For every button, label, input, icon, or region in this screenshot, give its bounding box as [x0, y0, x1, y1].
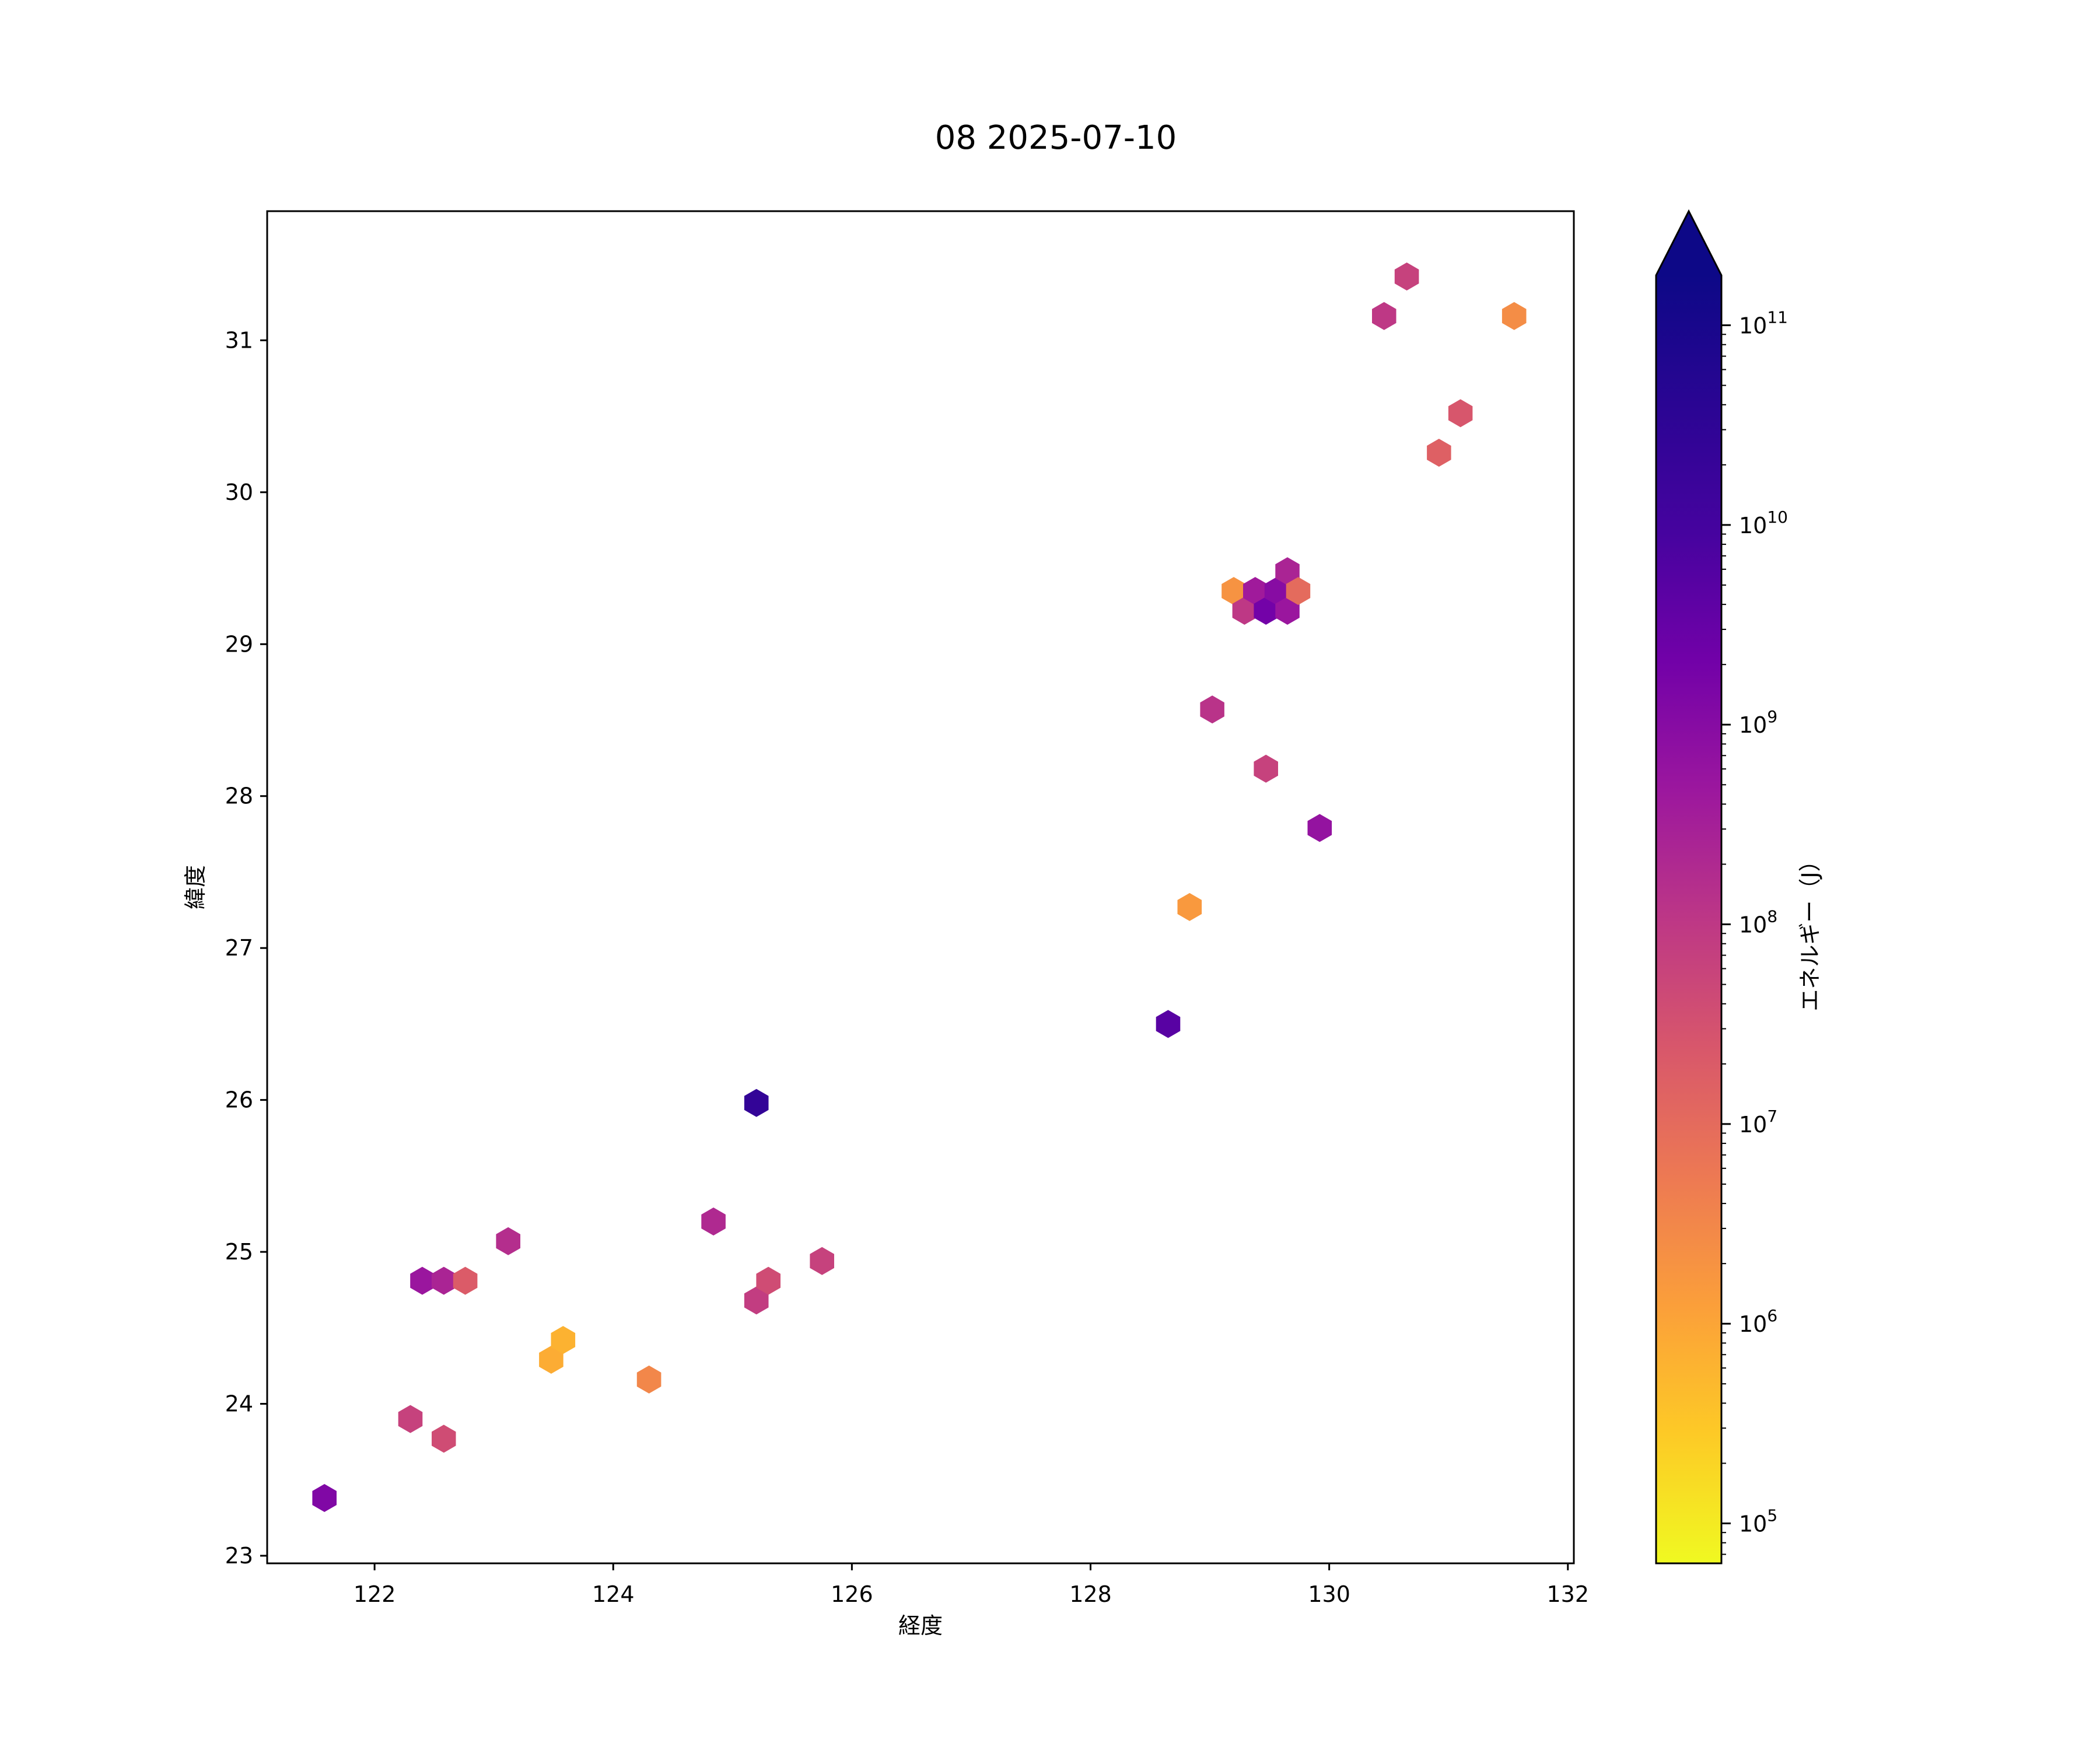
x-axis-ticks: 122 124 126 128 130 132	[354, 1563, 1589, 1607]
hexbin-cell	[539, 1346, 564, 1374]
y-tick-label: 24	[225, 1391, 253, 1417]
colorbar-label: エネルギー（J）	[1797, 849, 1823, 1011]
y-tick-label: 26	[225, 1087, 253, 1113]
hexbin-cell	[1243, 577, 1268, 606]
hexbin-cell	[312, 1484, 337, 1512]
hexbin-cell	[1200, 695, 1224, 724]
hexbin-cell	[1232, 597, 1257, 625]
colorbar-outline	[1655, 209, 1723, 1564]
x-tick-label: 132	[1547, 1581, 1590, 1607]
hexbin-cell	[1156, 1010, 1181, 1038]
y-tick-label: 29	[225, 631, 253, 657]
hexbin-cell	[410, 1266, 435, 1295]
hexbin-cell	[636, 1365, 662, 1394]
hexbin-cell	[1502, 302, 1527, 330]
chart-title: 08 2025-07-10	[935, 119, 1177, 157]
hexbin-cell	[1275, 597, 1300, 625]
hexbin-cell	[744, 1088, 769, 1117]
hexbin-cell	[1372, 302, 1396, 330]
y-axis-label: 緯度	[183, 865, 208, 909]
y-tick-label: 31	[225, 327, 253, 353]
x-tick-label: 126	[831, 1581, 873, 1607]
colorbar: 105 106 107 108 109 1010 1011 エネルギー（J）	[1655, 209, 1823, 1564]
x-tick-label: 130	[1308, 1581, 1350, 1607]
hexbin-cell	[398, 1405, 423, 1433]
hexbin-cell	[756, 1266, 780, 1295]
colorbar-tick-label: 108	[1739, 907, 1777, 938]
hexbin-cell	[1254, 597, 1278, 625]
colorbar-tick-label: 109	[1739, 707, 1777, 738]
colorbar-extend-max-arrow	[1656, 211, 1721, 275]
hexbin-cell	[1222, 577, 1246, 606]
y-tick-label: 28	[225, 783, 253, 809]
colorbar-tick-label: 106	[1739, 1306, 1777, 1337]
colorbar-tick-label: 1010	[1739, 508, 1788, 538]
hexbin-cell	[1448, 399, 1473, 428]
hexbin-cell	[496, 1227, 520, 1255]
y-tick-label: 27	[225, 935, 253, 961]
colorbar-tick-label: 107	[1739, 1107, 1777, 1138]
colorbar-tick-label: 1011	[1739, 308, 1788, 339]
colorbar-gradient	[1656, 275, 1721, 1563]
hexbin-cell	[701, 1208, 726, 1236]
hexbin-cell	[432, 1424, 456, 1453]
y-tick-label: 23	[225, 1543, 253, 1569]
hexbin-cell	[1394, 262, 1419, 290]
hexbin-cell	[1427, 439, 1451, 467]
y-tick-label: 25	[225, 1239, 253, 1265]
colorbar-ticks: 105 106 107 108 109 1010 1011	[1721, 308, 1788, 1555]
x-tick-label: 128	[1069, 1581, 1112, 1607]
colorbar-tick-label: 105	[1739, 1506, 1777, 1537]
hexbin-cell	[432, 1266, 456, 1295]
x-axis-label: 経度	[898, 1613, 943, 1639]
hexbin-cell	[1254, 754, 1278, 783]
hexbin-cell	[810, 1247, 834, 1275]
x-tick-label: 122	[354, 1581, 396, 1607]
hexbin-cell	[1264, 577, 1289, 606]
plot-frame	[266, 210, 1575, 1564]
hexbin-cell	[551, 1326, 576, 1354]
hexbin-cell	[1275, 557, 1300, 586]
x-tick-label: 124	[592, 1581, 635, 1607]
hexbin-cell	[453, 1266, 478, 1295]
y-tick-label: 30	[225, 480, 253, 505]
hexbin-cell	[1286, 577, 1311, 606]
hexbin-cell	[744, 1286, 769, 1315]
hexbin-cells	[312, 262, 1527, 1512]
hexbin-cell	[1177, 892, 1202, 921]
y-axis-ticks: 23 24 25 26 27 28 29 30 31	[225, 327, 267, 1569]
hexbin-cell	[1307, 814, 1332, 842]
